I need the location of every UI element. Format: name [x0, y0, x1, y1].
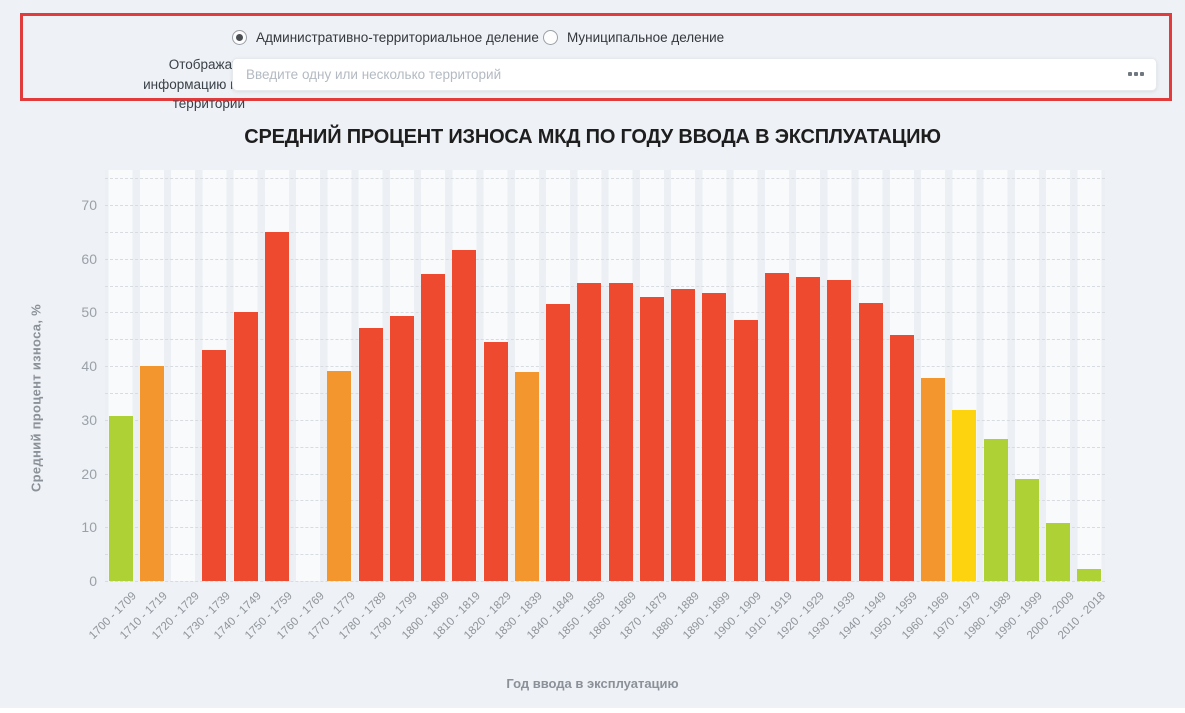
bar-1810-1819[interactable]: [452, 250, 477, 581]
gridline: [105, 527, 1105, 529]
radio-selected-icon: [232, 30, 247, 45]
gridline: [105, 258, 1105, 260]
bar-1820-1829[interactable]: [483, 342, 508, 581]
bar-1980-1989[interactable]: [983, 439, 1008, 581]
bar-1870-1879[interactable]: [639, 297, 664, 581]
bar-1900-1909[interactable]: [733, 320, 758, 581]
territory-filter-panel: Отображать информацию по территории Адми…: [20, 13, 1172, 111]
bar-1790-1799[interactable]: [389, 315, 414, 581]
gridline: [105, 339, 1105, 341]
gridline: [105, 419, 1105, 421]
gridline: [105, 446, 1105, 448]
bar-1800-1809[interactable]: [421, 273, 446, 581]
gridline: [105, 231, 1105, 233]
bar-1920-1929[interactable]: [796, 277, 821, 581]
bar-1960-1969[interactable]: [921, 377, 946, 581]
bar-2000-2009[interactable]: [1046, 522, 1071, 581]
territory-input[interactable]: [232, 58, 1157, 91]
gridline: [105, 178, 1105, 180]
gridline: [105, 312, 1105, 314]
bar-1850-1859[interactable]: [577, 283, 602, 581]
bar-1830-1839[interactable]: [514, 372, 539, 581]
bar-1710-1719[interactable]: [139, 366, 164, 581]
y-tick-label: 30: [81, 411, 97, 428]
bar-1990-1999[interactable]: [1014, 479, 1039, 581]
gridline: [105, 204, 1105, 206]
gridline: [105, 473, 1105, 475]
y-tick-label: 10: [81, 519, 97, 536]
bar-1730-1739[interactable]: [202, 349, 227, 581]
bar-1930-1939[interactable]: [827, 280, 852, 581]
bar-1940-1949[interactable]: [858, 302, 883, 581]
gridline: [105, 366, 1105, 368]
gridline: [105, 500, 1105, 502]
ellipsis-icon[interactable]: [1128, 72, 1144, 76]
territory-input-wrap: [232, 58, 1157, 91]
bar-1890-1899[interactable]: [702, 293, 727, 581]
chart-title: СРЕДНИЙ ПРОЦЕНТ ИЗНОСА МКД ПО ГОДУ ВВОДА…: [244, 126, 941, 148]
radio-unselected-icon: [543, 30, 558, 45]
y-axis-title: Средний процент износа, %: [28, 303, 44, 493]
x-axis-title: Год ввода в эксплуатацию: [506, 676, 679, 691]
gridline: [105, 554, 1105, 556]
bar-1970-1979[interactable]: [952, 410, 977, 581]
radio-administrative-division[interactable]: Административно-территориальное деление: [232, 30, 539, 45]
y-tick-label: 50: [81, 304, 97, 321]
bar-1770-1779[interactable]: [327, 370, 352, 581]
y-tick-label: 0: [89, 573, 97, 589]
y-tick-label: 20: [81, 465, 97, 482]
gridline: [105, 392, 1105, 394]
territory-filter-label: Отображать информацию по территории: [143, 57, 245, 112]
gridline: [105, 581, 1105, 582]
bar-1950-1959[interactable]: [889, 334, 914, 581]
bar-1750-1759[interactable]: [264, 231, 289, 581]
radio-municipal-division-label: Муниципальное деление: [567, 30, 725, 45]
bar-1740-1749[interactable]: [233, 312, 258, 581]
y-tick-label: 60: [81, 250, 97, 267]
bar-1700-1709[interactable]: [108, 415, 133, 581]
y-tick-label: 70: [81, 196, 97, 213]
y-tick-label: 40: [81, 358, 97, 375]
bottom-strip: [0, 708, 1185, 713]
bar-1860-1869[interactable]: [608, 282, 633, 581]
bar-1840-1849[interactable]: [546, 303, 571, 581]
bar-1880-1889[interactable]: [671, 289, 696, 581]
bar-2010-2018[interactable]: [1077, 568, 1102, 581]
radio-administrative-division-label: Административно-территориальное деление: [256, 30, 539, 45]
bar-1910-1919[interactable]: [764, 273, 789, 581]
bar-1780-1789[interactable]: [358, 328, 383, 581]
gridline: [105, 285, 1105, 287]
radio-municipal-division[interactable]: Муниципальное деление: [543, 30, 724, 45]
